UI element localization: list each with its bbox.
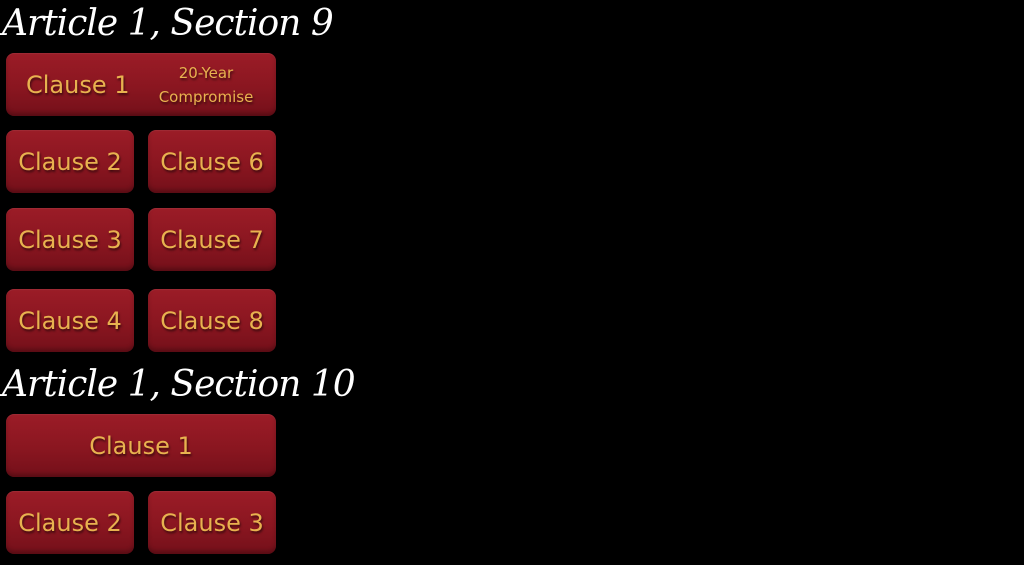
- clause-4-button-section9[interactable]: Clause 4: [6, 289, 134, 352]
- clause-1-button-section10[interactable]: Clause 1: [6, 414, 276, 477]
- clause-1-button-section9[interactable]: Clause 1 20-Year Compromise: [6, 53, 276, 116]
- clause-2-label: Clause 2: [18, 508, 122, 537]
- clause-7-label: Clause 7: [160, 225, 264, 254]
- section-title-article1-section10: Article 1, Section 10: [2, 364, 356, 405]
- clause-3-label: Clause 3: [160, 508, 264, 537]
- clause-1-label: Clause 1: [26, 70, 130, 99]
- clause-1-label: Clause 1: [89, 431, 193, 460]
- clause-8-label: Clause 8: [160, 306, 264, 335]
- clause-2-button-section10[interactable]: Clause 2: [6, 491, 134, 554]
- clause-3-button-section10[interactable]: Clause 3: [148, 491, 276, 554]
- twenty-year-compromise-note: 20-Year Compromise: [156, 61, 256, 109]
- clause-2-button-section9[interactable]: Clause 2: [6, 130, 134, 193]
- note-line-2: Compromise: [158, 87, 254, 106]
- clause-6-label: Clause 6: [160, 147, 264, 176]
- note-line-1: 20-Year: [178, 63, 234, 82]
- clause-7-button-section9[interactable]: Clause 7: [148, 208, 276, 271]
- clause-3-button-section9[interactable]: Clause 3: [6, 208, 134, 271]
- clause-6-button-section9[interactable]: Clause 6: [148, 130, 276, 193]
- clause-4-label: Clause 4: [18, 306, 122, 335]
- clause-2-label: Clause 2: [18, 147, 122, 176]
- section-title-article1-section9: Article 1, Section 9: [2, 3, 334, 44]
- clause-3-label: Clause 3: [18, 225, 122, 254]
- clause-8-button-section9[interactable]: Clause 8: [148, 289, 276, 352]
